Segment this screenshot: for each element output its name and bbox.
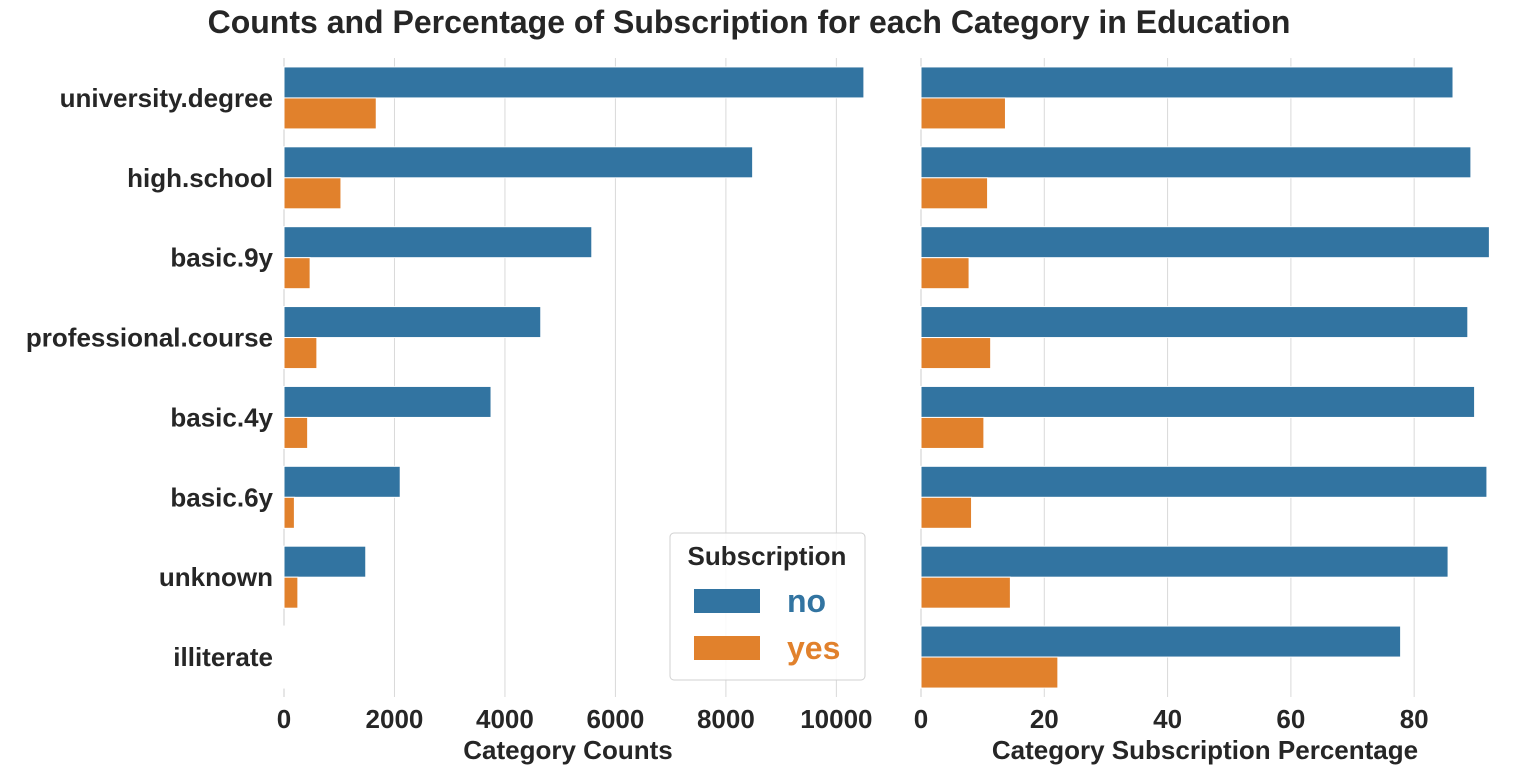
category-label: illiterate (173, 642, 273, 672)
x-axis-label: Category Counts (463, 735, 672, 765)
bar-no-professional-course (283, 306, 542, 339)
x-tick-label: 60 (1276, 704, 1305, 734)
bar-yes-university-degree (283, 97, 377, 130)
category-label: basic.6y (170, 482, 273, 512)
bar-no-university-degree (283, 66, 865, 99)
x-tick-label: 8000 (697, 704, 755, 734)
x-tick-label: 4000 (476, 704, 534, 734)
legend-title: Subscription (688, 541, 847, 571)
bar-no-university-degree (920, 66, 1454, 99)
category-label: university.degree (60, 83, 273, 113)
x-tick-label: 20 (1030, 704, 1059, 734)
chart-title: Counts and Percentage of Subscription fo… (208, 4, 1291, 40)
bar-no-illiterate (920, 625, 1402, 658)
bar-yes-basic-4y (283, 416, 309, 449)
x-tick-label: 10000 (800, 704, 872, 734)
bar-no-high-school (283, 146, 754, 179)
legend-label-no: no (787, 583, 826, 619)
bar-yes-university-degree (920, 97, 1006, 130)
category-label: unknown (159, 562, 273, 592)
bar-no-basic-4y (920, 385, 1476, 418)
bar-yes-basic-9y (920, 257, 970, 290)
bar-yes-professional-course (920, 337, 992, 370)
x-tick-label: 40 (1153, 704, 1182, 734)
bar-yes-illiterate (920, 656, 1059, 689)
bar-no-illiterate (283, 625, 286, 658)
bar-yes-high-school (920, 177, 989, 210)
bar-no-professional-course (920, 306, 1469, 339)
legend-swatch-no (694, 589, 760, 613)
panel-category-counts: 0 2000 4000 6000 8000 10000 Category Counts uni… (26, 58, 873, 765)
x-axis-label: Category Subscription Percentage (992, 735, 1418, 765)
bar-no-unknown (283, 545, 367, 578)
legend-label-yes: yes (787, 630, 840, 666)
legend: Subscription no yes (669, 532, 866, 681)
bar-no-basic-6y (283, 465, 401, 498)
bar-yes-high-school (283, 177, 342, 210)
bar-yes-basic-6y (920, 496, 973, 529)
x-tick-label: 0 (277, 704, 291, 734)
x-tick-label: 0 (914, 704, 928, 734)
bar-yes-unknown (920, 576, 1011, 609)
bar-no-basic-4y (283, 385, 492, 418)
x-tick-label: 2000 (366, 704, 424, 734)
bar-yes-basic-9y (283, 257, 311, 290)
bar-no-basic-9y (920, 226, 1490, 259)
category-label: basic.4y (170, 402, 273, 432)
bar-yes-basic-6y (283, 496, 295, 529)
bar-yes-professional-course (283, 337, 318, 370)
bar-yes-basic-4y (920, 416, 985, 449)
category-label: basic.9y (170, 243, 273, 273)
bar-no-unknown (920, 545, 1449, 578)
legend-swatch-yes (694, 636, 760, 660)
x-tick-label: 6000 (587, 704, 645, 734)
bar-no-basic-6y (920, 465, 1488, 498)
x-tick-label: 80 (1400, 704, 1429, 734)
bar-no-basic-9y (283, 226, 593, 259)
bar-yes-unknown (283, 576, 299, 609)
bar-no-high-school (920, 146, 1472, 179)
category-label: professional.course (26, 323, 273, 353)
category-label: high.school (127, 163, 273, 193)
